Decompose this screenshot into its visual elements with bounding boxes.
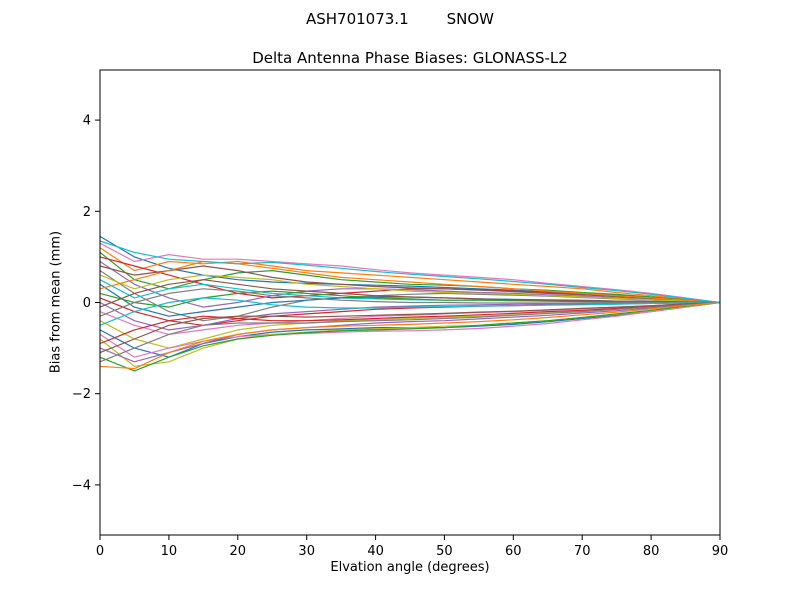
x-axis-label: Elvation angle (degrees) bbox=[330, 560, 490, 575]
svg-text:90: 90 bbox=[712, 544, 729, 559]
figure-title: ASH701073.1 SNOW bbox=[0, 9, 800, 29]
svg-text:50: 50 bbox=[436, 544, 453, 559]
svg-text:70: 70 bbox=[574, 544, 591, 559]
svg-text:80: 80 bbox=[643, 544, 660, 559]
figure-title-antenna: ASH701073.1 bbox=[305, 10, 409, 28]
svg-text:60: 60 bbox=[505, 544, 522, 559]
axes-title: Delta Antenna Phase Biases: GLONASS-L2 bbox=[252, 49, 568, 67]
svg-text:20: 20 bbox=[230, 544, 247, 559]
figure-title-condition: SNOW bbox=[446, 10, 495, 28]
svg-text:−4: −4 bbox=[72, 478, 91, 493]
svg-text:−2: −2 bbox=[72, 387, 91, 402]
svg-text:30: 30 bbox=[298, 544, 315, 559]
svg-text:4: 4 bbox=[83, 114, 91, 129]
svg-text:0: 0 bbox=[83, 296, 91, 311]
svg-text:40: 40 bbox=[367, 544, 384, 559]
svg-text:2: 2 bbox=[83, 205, 91, 220]
svg-text:10: 10 bbox=[161, 544, 178, 559]
svg-text:0: 0 bbox=[96, 544, 104, 559]
